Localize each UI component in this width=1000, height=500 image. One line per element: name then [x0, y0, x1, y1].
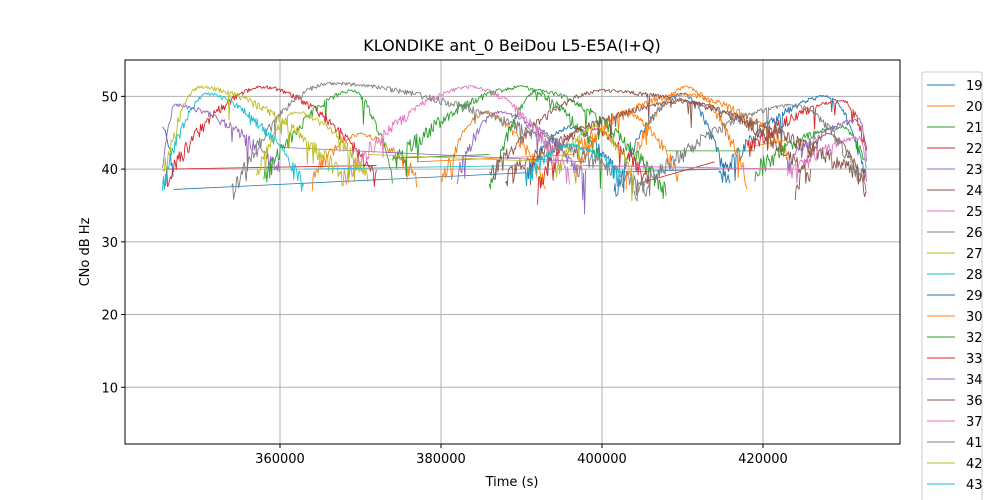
- series-line-20: [577, 92, 787, 160]
- series-line-21: [754, 125, 867, 182]
- series-line-28: [162, 92, 304, 192]
- series-21: [263, 85, 867, 200]
- legend-label: 41: [966, 436, 983, 451]
- series-27: [162, 85, 635, 202]
- x-axis-label: Time (s): [485, 475, 539, 490]
- legend-item: 30: [927, 310, 983, 325]
- series-line-19: [162, 126, 174, 177]
- y-axis-label: CNo dB Hz: [78, 217, 93, 286]
- legend-item: 32: [927, 331, 983, 346]
- series-line-20: [440, 110, 546, 190]
- legend-label: 24: [966, 184, 983, 199]
- legend-item: 41: [927, 436, 983, 451]
- y-tick-label: 10: [101, 381, 118, 396]
- series-line-22: [165, 85, 377, 187]
- series-connector-22: [638, 161, 715, 185]
- legend-box: [921, 71, 983, 500]
- series-line-23: [162, 103, 280, 173]
- legend-item: 43: [927, 478, 983, 493]
- series-line-25: [343, 85, 570, 186]
- y-tick-label: 50: [101, 90, 118, 105]
- series-connector-19: [618, 168, 719, 173]
- x-tick-label: 360000: [255, 452, 305, 467]
- legend-label: 37: [966, 415, 983, 430]
- legend-label: 34: [966, 373, 983, 388]
- legend-label: 30: [966, 310, 983, 325]
- legend-label: 29: [966, 289, 983, 304]
- legend-item: 26: [927, 226, 983, 241]
- legend-label: 25: [966, 205, 983, 220]
- legend-label: 23: [966, 163, 983, 178]
- x-tick-label: 420000: [738, 452, 788, 467]
- y-tick-label: 40: [101, 163, 118, 178]
- series-line-27: [553, 125, 635, 202]
- series-line-27: [162, 85, 345, 187]
- series-connector-28: [304, 165, 526, 170]
- series-line-22: [537, 125, 651, 205]
- legend-label: 20: [966, 100, 983, 115]
- series-28: [162, 92, 623, 192]
- legend-item: 36: [927, 394, 983, 409]
- x-axis: 360000 380000 400000 420000: [255, 444, 788, 467]
- series-connector-27: [368, 154, 554, 163]
- series-26: [231, 81, 867, 202]
- y-axis: 10 20 30 40 50: [101, 90, 125, 396]
- series-line-24: [489, 88, 867, 185]
- legend-item: 22: [927, 142, 983, 157]
- series-connector-23: [279, 146, 586, 163]
- chart-title: KLONDIKE ant_0 BeiDou L5-E5A(I+Q): [363, 36, 661, 56]
- x-tick-label: 380000: [416, 452, 466, 467]
- legend-item: 21: [927, 121, 983, 136]
- legend-item: 25: [927, 205, 983, 220]
- legend-label: 21: [966, 121, 983, 136]
- series-connector-21: [392, 154, 490, 159]
- y-tick-label: 20: [101, 309, 118, 324]
- legend-label: 42: [966, 457, 983, 472]
- legend-label: 28: [966, 268, 983, 283]
- series-line-19: [718, 94, 867, 183]
- legend-item: 23: [927, 163, 983, 178]
- series-line-21: [263, 89, 393, 184]
- legend-item: 37: [927, 415, 983, 430]
- legend-label: 19: [966, 79, 983, 94]
- legend-item: 34: [927, 373, 983, 388]
- legend-item: 19: [927, 79, 983, 94]
- legend-label: 26: [966, 226, 983, 241]
- legend-label: 27: [966, 247, 983, 262]
- series-line-26: [231, 81, 651, 200]
- legend-item: 42: [927, 457, 983, 472]
- series-line-20: [625, 85, 748, 190]
- series-line-20: [311, 132, 417, 192]
- legend-item: 29: [927, 289, 983, 304]
- legend-label: 22: [966, 142, 983, 157]
- y-tick-label: 30: [101, 236, 118, 251]
- legend-label: 43: [966, 478, 983, 493]
- legend-label: 32: [966, 331, 983, 346]
- plot-frame: [124, 59, 901, 445]
- legend-item: 27: [927, 247, 983, 262]
- series-line-21: [392, 85, 602, 189]
- legend-item: 33: [927, 352, 983, 367]
- legend-label: 36: [966, 394, 983, 409]
- series-line-26: [633, 103, 867, 202]
- legend-label: 33: [966, 352, 983, 367]
- series-line-28: [525, 143, 623, 184]
- series-line-27: [255, 111, 369, 184]
- legend-item: 24: [927, 184, 983, 199]
- x-tick-label: 400000: [577, 452, 627, 467]
- legend-item: 28: [927, 268, 983, 283]
- series-connector-19: [173, 172, 526, 190]
- series-layer: [162, 81, 868, 215]
- series-line-25: [786, 135, 867, 184]
- series-line-21: [488, 88, 667, 200]
- legend: 19 20 21 22 23 24 25 26 27 28 29 30 32 33 34 36 37 41 42 43…: [921, 71, 983, 500]
- legend-item: 20: [927, 100, 983, 115]
- series-connector-22: [165, 165, 377, 170]
